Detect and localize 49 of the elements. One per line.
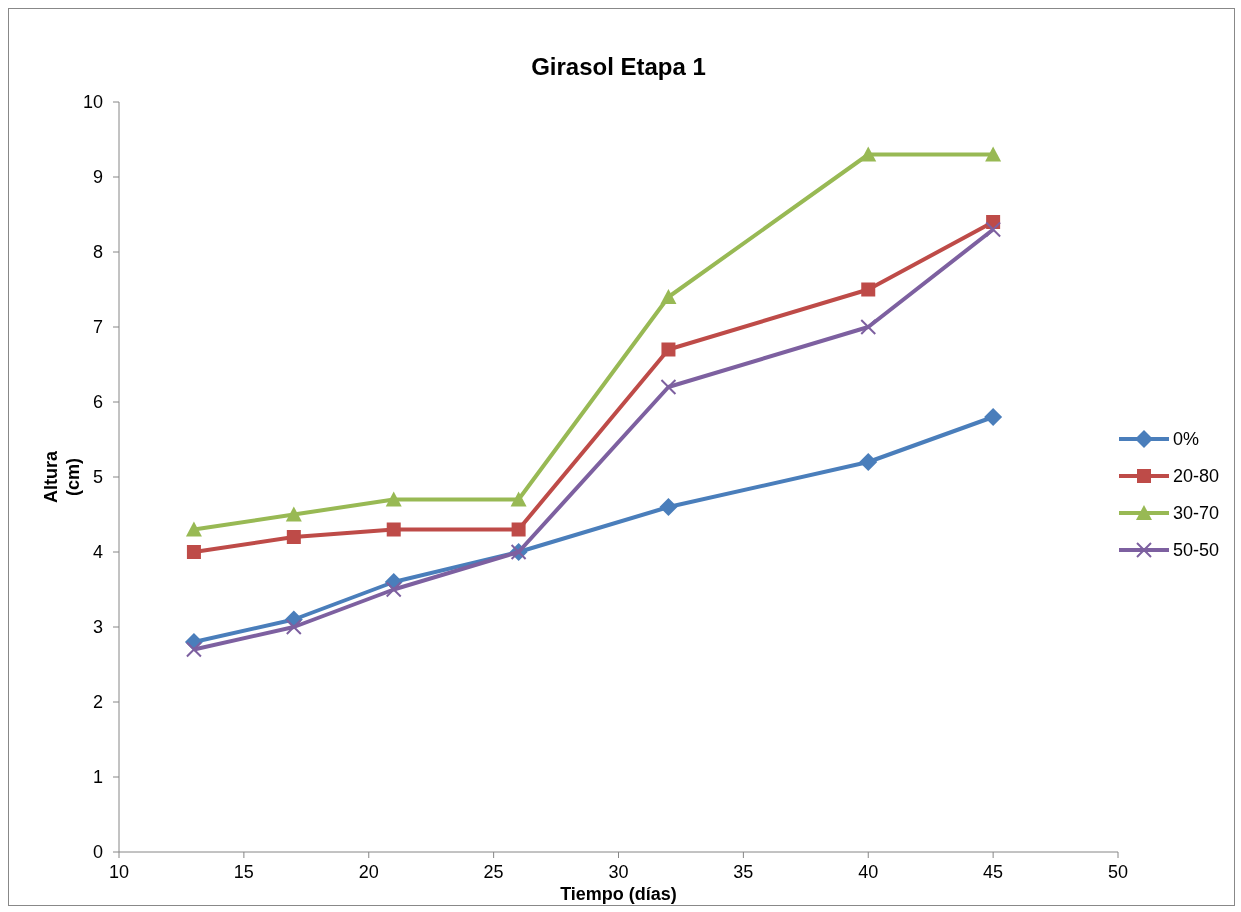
x-tick-label: 15 — [233, 862, 254, 882]
y-tick-label: 1 — [92, 767, 103, 788]
point — [985, 221, 1002, 238]
x-tick-label: 40 — [858, 862, 879, 882]
point — [859, 453, 878, 471]
legend-label: 0% — [1173, 429, 1200, 450]
y-tick-label: 8 — [92, 242, 103, 263]
y-tick-label: 4 — [92, 542, 103, 563]
point — [385, 581, 402, 598]
legend-label: 20-80 — [1173, 466, 1220, 487]
x-tick-label: 50 — [1107, 862, 1129, 882]
x-tick-label: 45 — [983, 862, 1004, 882]
chart-title: Girasol Etapa 1 — [531, 53, 706, 80]
y-tick-label: 0 — [92, 842, 103, 863]
point — [660, 379, 677, 395]
legend-label: 50-50 — [1173, 540, 1220, 561]
y-tick-label: 10 — [82, 92, 103, 113]
y-tick-label: 6 — [92, 392, 103, 413]
x-tick-label: 20 — [358, 862, 379, 882]
point — [860, 319, 877, 335]
y-tick-label: 3 — [92, 617, 103, 638]
point — [510, 491, 527, 507]
point — [386, 522, 401, 537]
point — [984, 408, 1003, 426]
y-tick-label: 2 — [92, 692, 103, 713]
point — [185, 641, 202, 658]
point — [186, 545, 201, 559]
legend-label: 30-70 — [1173, 503, 1220, 524]
point — [285, 619, 302, 635]
y-tick-label: 9 — [92, 167, 103, 188]
point — [860, 146, 877, 162]
y-axis-title: Altura (cm) — [41, 450, 83, 504]
x-tick-label: 30 — [608, 862, 629, 882]
point — [285, 506, 302, 522]
y-tick-label: 5 — [92, 467, 103, 488]
y-tick-label: 7 — [92, 317, 103, 338]
x-axis-title: Tiempo (días) — [560, 884, 677, 904]
point — [659, 498, 678, 516]
point — [511, 522, 526, 537]
x-tick-label: 35 — [733, 862, 754, 882]
point — [286, 530, 301, 544]
x-tick-label: 25 — [483, 862, 504, 882]
point — [185, 521, 202, 537]
point — [861, 282, 876, 297]
point — [385, 491, 402, 507]
point — [661, 342, 676, 357]
x-tick-label: 10 — [108, 862, 130, 882]
point — [660, 289, 677, 304]
point — [985, 146, 1002, 162]
